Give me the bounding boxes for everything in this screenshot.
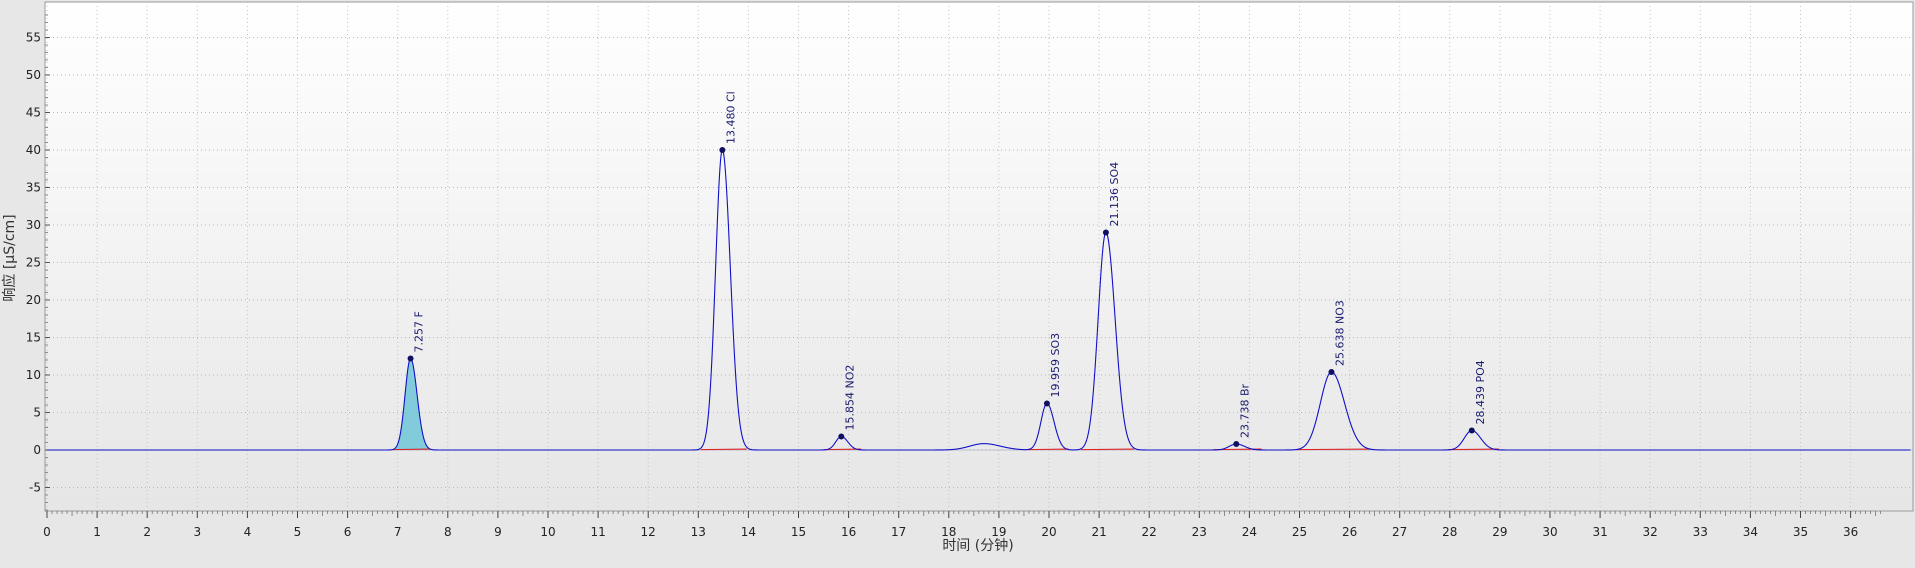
x-tick-label: 33 (1693, 525, 1708, 539)
y-tick-label: 15 (26, 331, 41, 345)
peak-labels: 7.257 F 13.480 Cl 15.854 NO2 19.959 SO3 21.1… (413, 91, 1487, 438)
peak-markers (407, 147, 1475, 447)
plot-area (44, 1, 1914, 512)
x-tick-label: 29 (1492, 525, 1507, 539)
peak-apex-marker (719, 147, 726, 153)
x-tick-label: 5 (294, 525, 302, 539)
y-tick-label: -5 (29, 481, 41, 495)
x-tick-label: 13 (691, 525, 706, 539)
y-tick-label: 30 (26, 218, 41, 232)
y-tick-label: 5 (33, 406, 41, 420)
peak-label: 15.854 NO2 (843, 365, 856, 431)
y-tick-label: 10 (26, 368, 41, 382)
integration-baseline (1447, 448, 1499, 451)
x-tick-label: 26 (1342, 525, 1357, 539)
x-tick-label: 2 (143, 525, 151, 539)
x-tick-label: 7 (394, 525, 402, 539)
x-tick-label: 20 (1041, 525, 1056, 539)
x-tick-label: 12 (641, 525, 656, 539)
integration-baseline (823, 448, 862, 451)
peak-apex-marker (1102, 229, 1109, 236)
peak-label: 25.638 NO3 (1333, 300, 1346, 366)
grid-lines (45, 2, 1913, 511)
x-tick-label: 27 (1392, 525, 1407, 539)
peak-apex-marker (1043, 400, 1050, 407)
x-axis-title: 时间 (分钟) (942, 537, 1013, 554)
y-tick-label: 25 (26, 256, 41, 270)
y-tick-label: 35 (26, 181, 41, 195)
x-tick-label: 14 (741, 525, 756, 539)
peak-apex-marker (1233, 441, 1240, 447)
y-axis-title: 响应 [µS/cm] (1, 214, 18, 301)
x-tick-label: 15 (791, 525, 806, 539)
x-tick-label: 28 (1442, 525, 1457, 539)
x-tick-label: 23 (1192, 525, 1207, 539)
x-tick-label: 16 (841, 525, 856, 539)
x-tick-label: 21 (1091, 525, 1106, 539)
peak-label: 19.959 SO3 (1049, 333, 1062, 398)
x-tick-label: 32 (1643, 525, 1658, 539)
x-tick-label: 11 (590, 525, 605, 539)
x-tick-label: 6 (344, 525, 352, 539)
y-tick-label: 55 (26, 31, 41, 45)
y-tick-label: 40 (26, 143, 41, 157)
x-tick-label: 0 (43, 525, 51, 539)
peak-label: 21.136 SO4 (1108, 162, 1121, 227)
peak-label: 23.738 Br (1238, 383, 1251, 438)
x-tick-label: 9 (494, 525, 502, 539)
peak-apex-marker (407, 355, 414, 362)
x-tick-label: 36 (1843, 525, 1858, 539)
integration-baseline (1027, 448, 1069, 451)
chromatogram-trace (47, 149, 1911, 451)
x-tick-label: 22 (1142, 525, 1157, 539)
integration-baseline (1296, 448, 1372, 451)
x-tick-label: 30 (1542, 525, 1557, 539)
x-tick-label: 19 (991, 525, 1006, 539)
integration-baseline (392, 448, 431, 451)
x-tick-label: 35 (1793, 525, 1808, 539)
peak-apex-marker (1328, 369, 1335, 375)
peak-label: 28.439 PO4 (1474, 360, 1487, 424)
y-tick-label: 20 (26, 293, 41, 307)
integration-baseline (700, 448, 747, 451)
x-tick-label: 1 (93, 525, 101, 539)
peak-apex-marker (838, 433, 845, 440)
x-tick-label: 4 (244, 525, 252, 539)
peak-label: 13.480 Cl (724, 91, 737, 144)
x-tick-label: 8 (444, 525, 452, 539)
integration-baseline (1081, 448, 1134, 451)
x-tick-label: 17 (891, 525, 906, 539)
y-tick-label: 50 (26, 68, 41, 82)
signal-trace (47, 149, 1911, 451)
x-tick-label: 31 (1592, 525, 1607, 539)
x-tick-label: 3 (193, 525, 201, 539)
peak-apex-marker (1468, 427, 1475, 434)
peak-label: 7.257 F (413, 311, 426, 352)
x-tick-label: 25 (1292, 525, 1307, 539)
x-tick-label: 24 (1242, 525, 1257, 539)
y-tick-label: 45 (26, 106, 41, 120)
y-tick-label: 0 (33, 443, 41, 457)
x-tick-label: 18 (941, 525, 956, 539)
x-tick-label: 10 (540, 525, 555, 539)
x-tick-label: 34 (1743, 525, 1758, 539)
